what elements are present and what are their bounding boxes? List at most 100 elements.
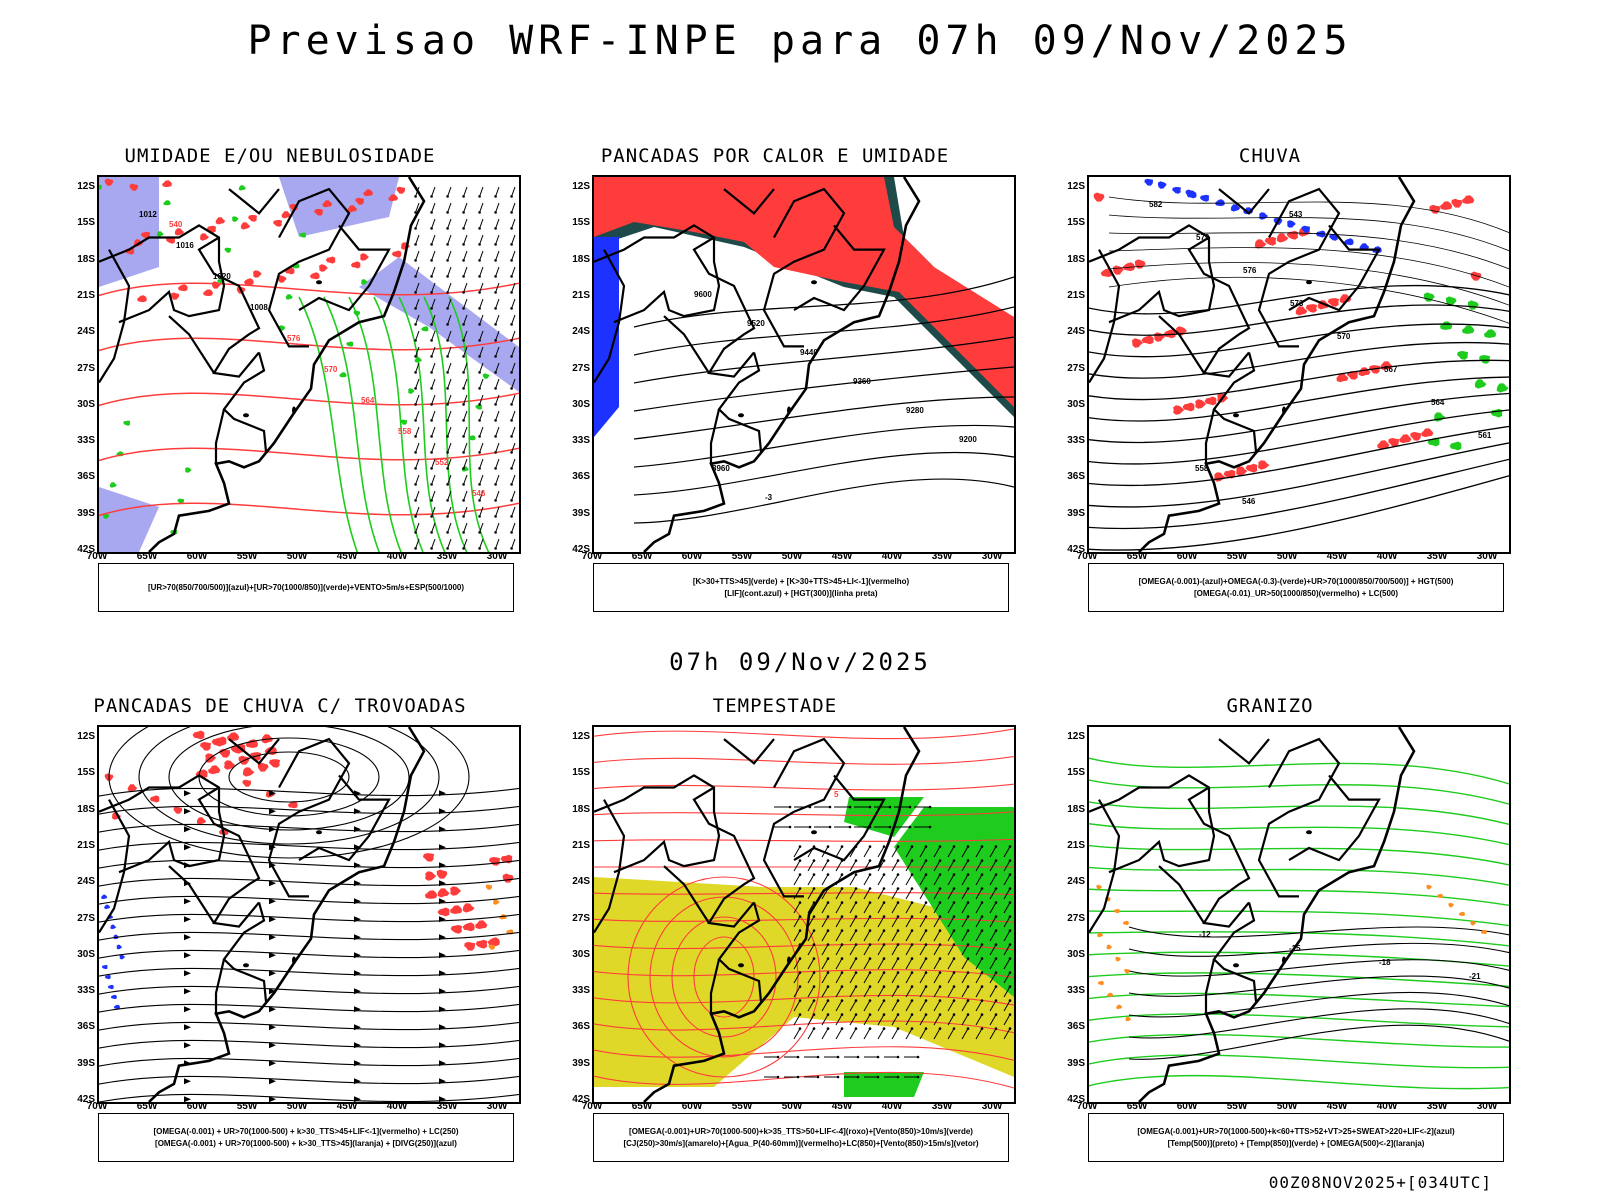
wind-vector	[807, 860, 815, 872]
humidity-low-contour	[373, 296, 424, 552]
wind-vector	[479, 202, 484, 213]
humidity-red-cell	[355, 197, 364, 205]
wind-vector-head	[430, 195, 433, 198]
legend-line-2: [Temp(500)](preto) + [Temp(850)](verde) …	[1167, 1138, 1425, 1148]
wind-vector-head	[414, 227, 417, 230]
streamline	[99, 985, 519, 995]
wind-vector-head	[494, 275, 497, 278]
wind-vector-head	[994, 957, 998, 960]
flow-arrowhead	[184, 844, 191, 851]
wind-vector	[463, 522, 468, 533]
legend-line-2: [CJ(250)>30m/s](amarelo)+[Agua_P(40-60mm…	[623, 1138, 979, 1148]
wind-vector	[863, 944, 871, 956]
storm-red-cell	[502, 873, 514, 883]
water-contour	[594, 838, 1014, 842]
wind-vector-head	[910, 985, 914, 988]
rain-red-cell	[1154, 332, 1165, 342]
wind-vector-head	[994, 1027, 998, 1030]
wind-vector	[511, 362, 516, 373]
lon-tick-label: 40W	[386, 551, 408, 562]
wind-vector-head	[798, 873, 802, 876]
lon-tick-label: 55W	[1226, 1101, 1248, 1112]
wind-vector-head	[910, 999, 914, 1002]
wind-vector-head	[882, 845, 886, 848]
wind-vector	[947, 986, 955, 998]
wind-vector-head	[1008, 901, 1012, 904]
wind-vector-head	[868, 887, 872, 890]
lon-tick-label: 50W	[781, 1101, 803, 1112]
lat-tick-label: 33S	[1067, 435, 1085, 447]
thickness-contour	[99, 447, 519, 462]
wind-vector-head	[848, 805, 852, 809]
flow-arrowhead	[184, 808, 191, 815]
wind-vector	[495, 410, 500, 421]
wind-vector-head	[924, 845, 928, 848]
wind-vector-head	[812, 859, 816, 862]
water-contour	[594, 1046, 1014, 1062]
wind-vector-head	[882, 887, 886, 890]
wind-vector	[511, 458, 516, 469]
lon-tick-label: 70W	[86, 1101, 108, 1112]
border-line	[717, 352, 763, 452]
wind-vector	[431, 410, 436, 421]
wind-vector	[495, 362, 500, 373]
wind-vector	[463, 330, 468, 341]
temp500-contour	[1128, 1008, 1509, 1039]
wind-vector	[463, 490, 468, 501]
wind-vector-head	[798, 901, 802, 904]
wind-vector-head	[494, 515, 497, 518]
wind-vector-head	[478, 371, 481, 374]
wind-vector-head	[924, 985, 928, 988]
wind-vector-head	[952, 971, 956, 974]
border-line	[594, 224, 721, 324]
flow-arrowhead	[439, 1042, 446, 1049]
wind-vector-head	[1008, 915, 1012, 918]
flow-arrowhead	[184, 826, 191, 833]
flow-arrowhead	[354, 826, 361, 833]
lon-tick-label: 70W	[1076, 551, 1098, 562]
lake	[243, 963, 249, 968]
wind-vector-head	[854, 915, 858, 918]
wind-vector	[1003, 972, 1011, 984]
contour-label: -12	[1199, 930, 1211, 939]
lon-tick-label: 45W	[336, 551, 358, 562]
wind-vector	[891, 860, 899, 872]
wind-vector	[863, 1028, 871, 1040]
wind-vector	[891, 1028, 899, 1040]
wind-vector	[877, 1000, 885, 1012]
streamline	[138, 727, 440, 845]
wind-vector-head	[840, 999, 844, 1002]
streamline	[99, 1003, 519, 1013]
flow-arrowhead	[439, 1060, 446, 1067]
humidity-red-cell	[104, 178, 114, 186]
lat-tick-label: 39S	[572, 507, 590, 519]
wind-vector-head	[966, 957, 970, 960]
wind-vector	[511, 250, 516, 261]
wind-vector	[463, 346, 468, 357]
wind-vector-head	[510, 531, 513, 534]
wind-vector	[961, 930, 969, 942]
border-line	[723, 188, 775, 215]
wind-vector	[463, 250, 468, 261]
wind-vector	[431, 426, 436, 437]
flow-arrowhead	[354, 988, 361, 995]
humidity-green-cell	[109, 482, 117, 488]
wind-vector-head	[510, 275, 513, 278]
flow-arrowhead	[269, 898, 276, 905]
wind-vector	[933, 902, 941, 914]
wind-vector	[905, 846, 913, 858]
contour-label: 9200	[959, 435, 977, 444]
wind-vector	[463, 458, 468, 469]
wind-vector-head	[826, 1027, 830, 1030]
lat-tick-label: 18S	[1067, 253, 1085, 265]
wind-vector-head	[430, 403, 433, 406]
wind-vector	[511, 186, 516, 197]
wind-vector	[961, 944, 969, 956]
rain-red-cell	[1245, 463, 1258, 473]
humidity-green-cell	[339, 372, 347, 378]
wind-vector	[807, 1028, 815, 1040]
wind-vector	[905, 902, 913, 914]
lon-tick-label: 45W	[1326, 1101, 1348, 1112]
wind-vector-head	[938, 929, 942, 932]
wind-vector-head	[446, 259, 449, 262]
